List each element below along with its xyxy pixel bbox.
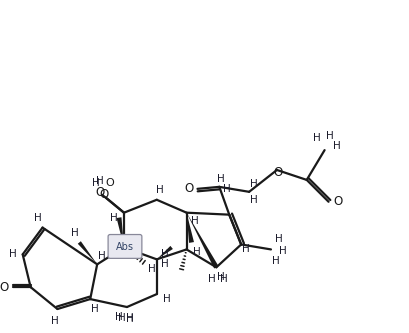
Text: O: O xyxy=(106,178,114,188)
Text: H: H xyxy=(91,304,99,314)
Text: H: H xyxy=(279,246,286,256)
Text: H: H xyxy=(274,234,282,244)
Text: H: H xyxy=(92,178,100,188)
Text: H: H xyxy=(50,316,58,326)
Text: H: H xyxy=(332,141,339,151)
Polygon shape xyxy=(186,213,193,243)
Text: O: O xyxy=(184,182,193,195)
Text: H: H xyxy=(110,213,118,223)
Text: H: H xyxy=(115,312,123,322)
Text: H: H xyxy=(249,195,257,205)
Polygon shape xyxy=(78,241,97,264)
Polygon shape xyxy=(186,213,218,268)
Text: H: H xyxy=(272,256,279,266)
Text: H: H xyxy=(126,314,133,324)
Text: H: H xyxy=(160,249,168,259)
Text: O: O xyxy=(99,188,108,201)
Text: H: H xyxy=(192,247,200,257)
Text: H: H xyxy=(312,133,320,143)
Text: H: H xyxy=(217,174,225,184)
Text: H: H xyxy=(128,234,135,244)
Text: O: O xyxy=(0,281,9,294)
Text: H: H xyxy=(98,251,106,261)
Text: H: H xyxy=(207,274,215,284)
Text: H: H xyxy=(220,274,228,284)
FancyBboxPatch shape xyxy=(108,234,142,258)
Text: H: H xyxy=(217,272,225,282)
Text: H: H xyxy=(148,264,155,274)
Text: H: H xyxy=(160,259,168,269)
Text: O: O xyxy=(273,166,282,179)
Text: O: O xyxy=(95,186,105,199)
Polygon shape xyxy=(156,246,173,259)
Text: H: H xyxy=(190,216,198,226)
Text: H: H xyxy=(125,247,133,257)
Text: H: H xyxy=(162,294,170,304)
Text: H: H xyxy=(71,227,79,237)
Text: H: H xyxy=(118,313,126,323)
Text: H: H xyxy=(325,131,333,141)
Text: H: H xyxy=(155,185,163,195)
Text: H: H xyxy=(242,244,249,254)
Text: H: H xyxy=(223,184,231,194)
Polygon shape xyxy=(116,217,124,247)
Text: H: H xyxy=(9,249,17,259)
Text: Abs: Abs xyxy=(116,242,134,252)
Text: H: H xyxy=(96,176,104,186)
Text: H: H xyxy=(34,213,41,223)
Text: H: H xyxy=(126,313,133,323)
Text: H: H xyxy=(249,179,257,189)
Text: O: O xyxy=(332,195,341,208)
